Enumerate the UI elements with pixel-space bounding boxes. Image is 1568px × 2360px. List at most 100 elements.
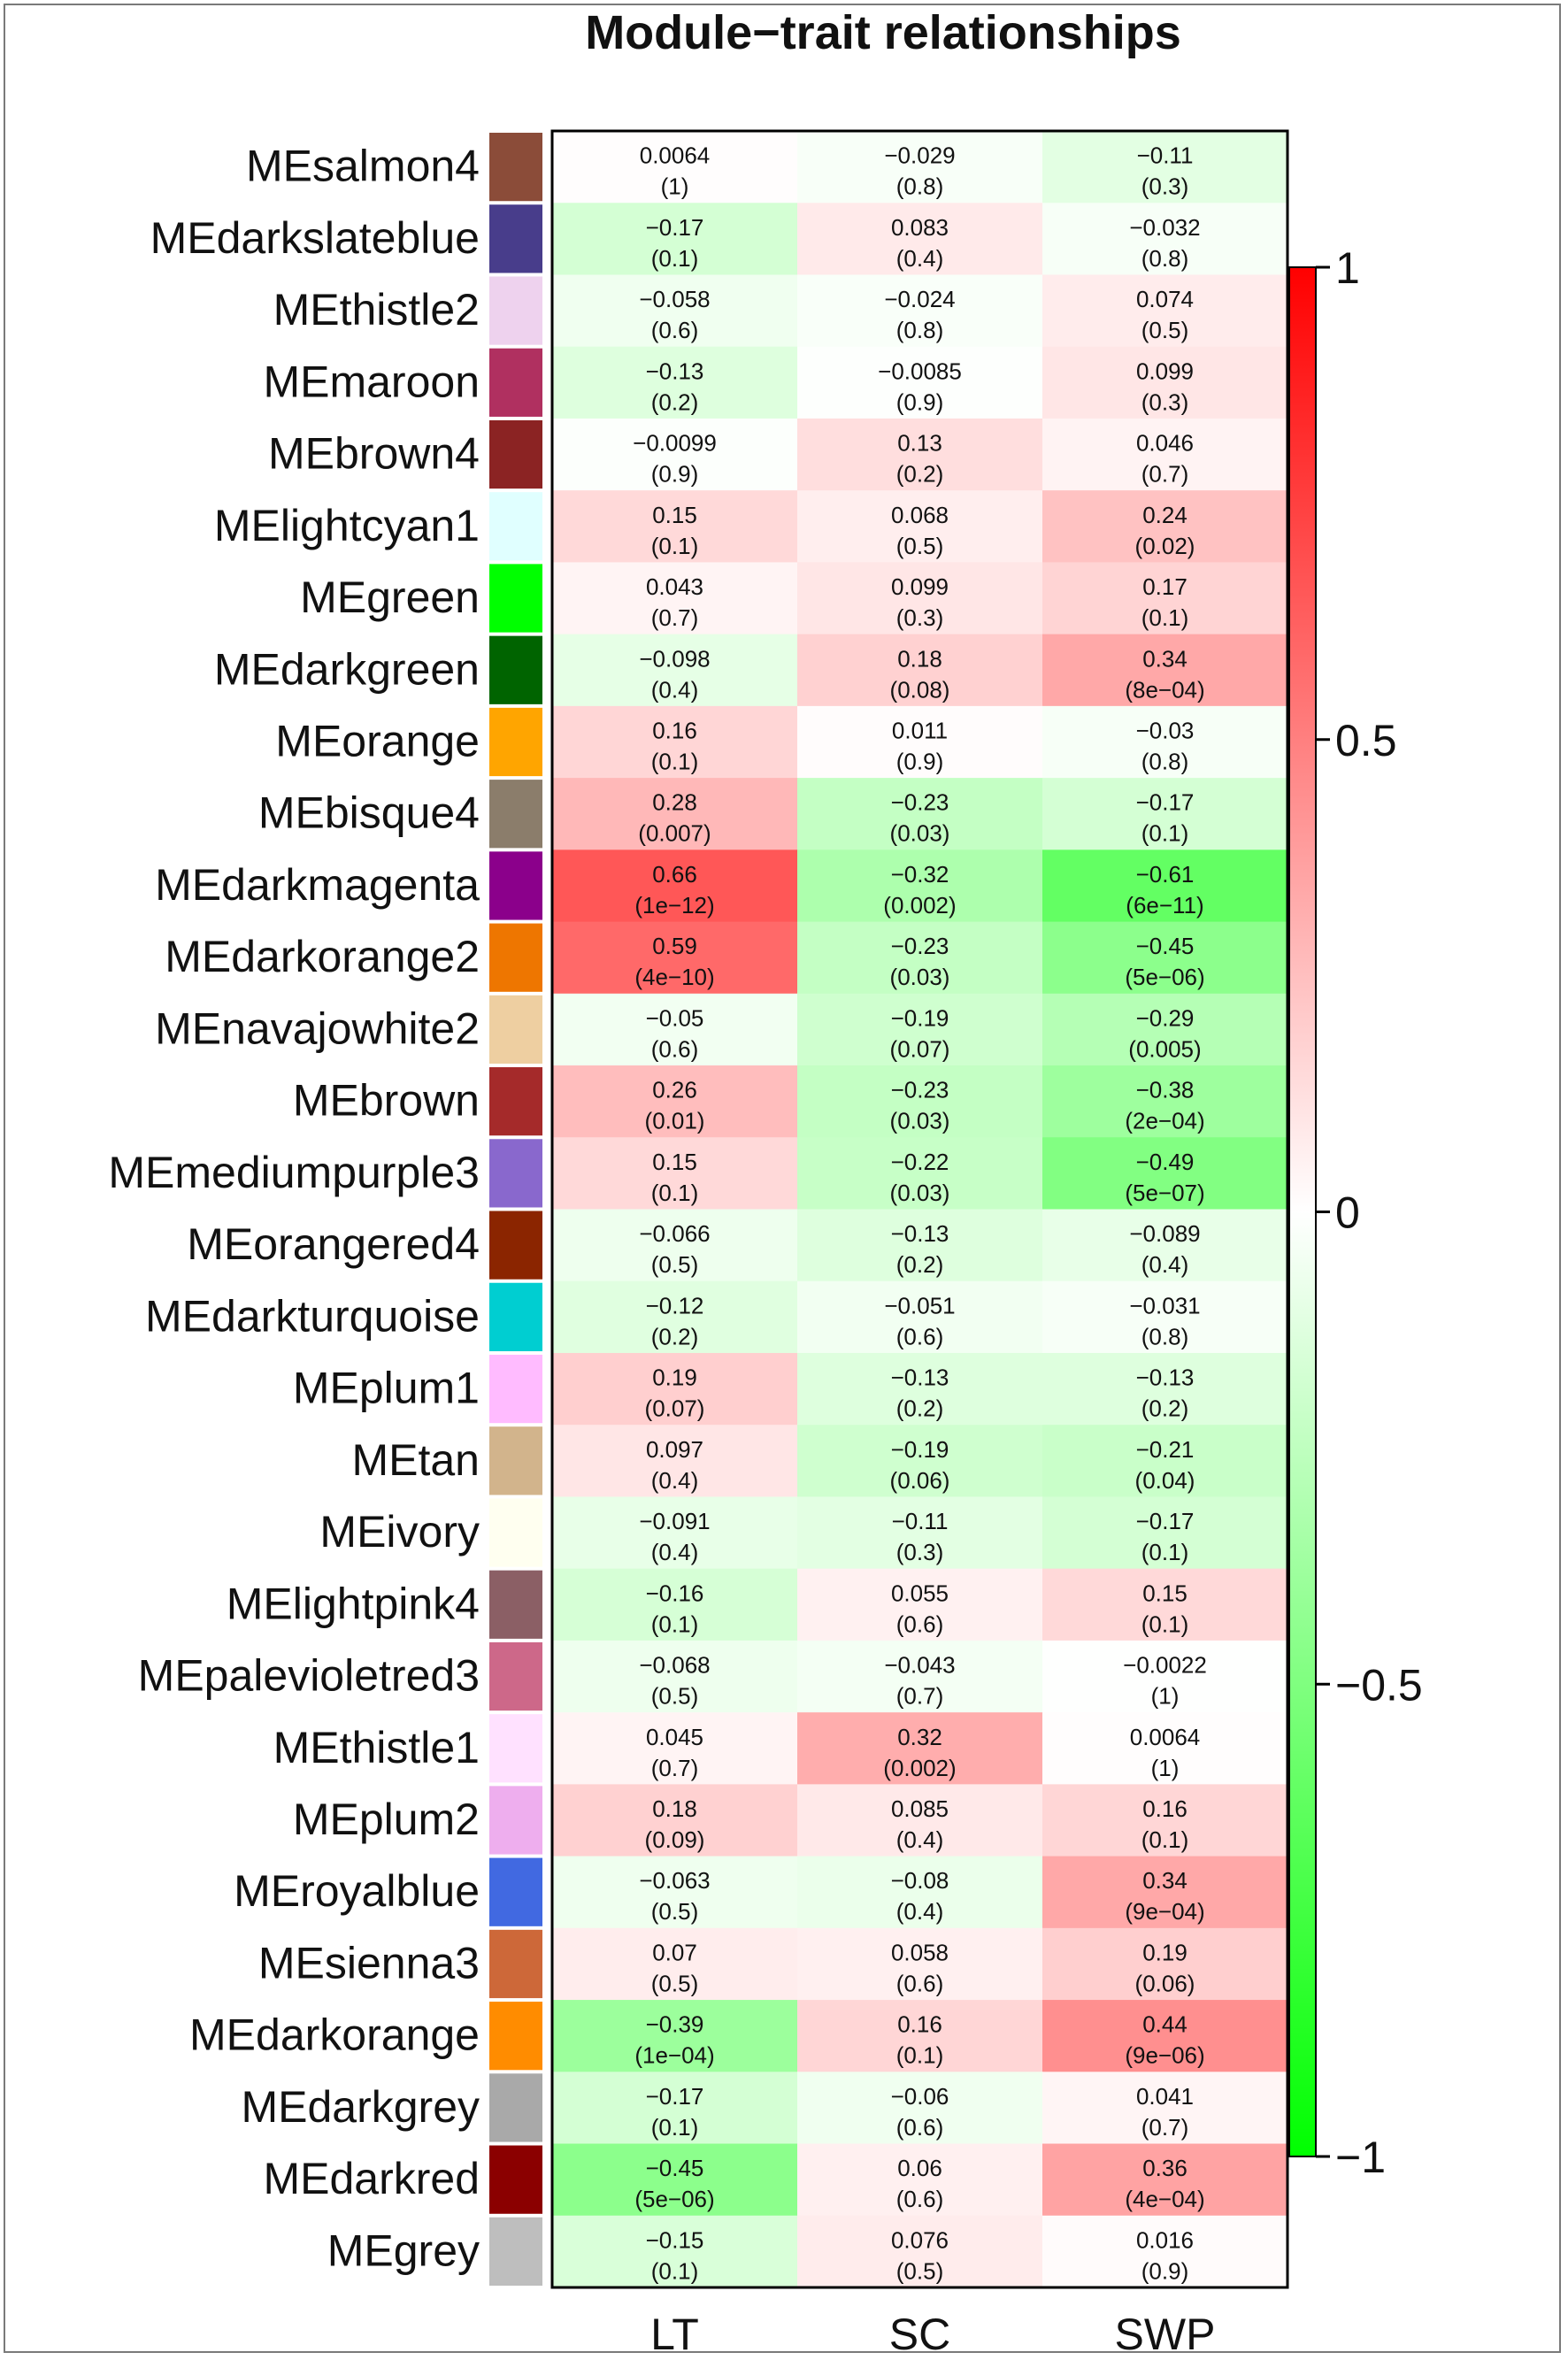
module-swatch <box>489 1714 542 1783</box>
cell-pvalue: (0.1) <box>651 245 698 272</box>
cell-pvalue: (0.5) <box>651 1898 698 1925</box>
row-label: MEivory <box>319 1507 480 1557</box>
cell-correlation: 0.068 <box>891 502 949 528</box>
cell-correlation: 0.046 <box>1136 430 1194 457</box>
cell-correlation: −0.32 <box>891 861 949 888</box>
module-swatch <box>489 1067 542 1136</box>
module-swatch <box>489 204 542 273</box>
cell-pvalue: (0.7) <box>896 1683 943 1710</box>
heat-cell <box>552 993 798 1066</box>
row-label: MEsalmon4 <box>246 142 480 191</box>
row-label: MEdarkred <box>263 2154 480 2203</box>
cell-pvalue: (0.4) <box>1141 1251 1188 1278</box>
cell-correlation: 0.13 <box>897 430 942 457</box>
heat-cell <box>552 418 798 491</box>
heat-cell <box>552 1712 798 1785</box>
cell-pvalue: (0.8) <box>896 317 943 343</box>
heat-cell <box>1042 1280 1288 1354</box>
heat-cell <box>552 203 798 275</box>
module-swatch <box>489 564 542 633</box>
cell-correlation: 0.06 <box>897 2155 942 2181</box>
heat-cell <box>797 993 1043 1066</box>
cell-pvalue: (0.01) <box>645 1108 705 1134</box>
cell-pvalue: (0.4) <box>651 1467 698 1494</box>
row-label: MEgrey <box>327 2225 480 2275</box>
cell-correlation: −0.39 <box>646 2011 704 2038</box>
cell-pvalue: (4e−04) <box>1125 2186 1204 2212</box>
module-swatch <box>489 1354 542 1424</box>
cell-pvalue: (0.005) <box>1128 1035 1201 1062</box>
heat-cell <box>797 274 1043 348</box>
cell-pvalue: (1e−04) <box>634 2042 714 2069</box>
heat-cell <box>552 1352 798 1426</box>
cell-correlation: −0.23 <box>891 933 949 959</box>
heat-cell <box>797 418 1043 491</box>
cell-pvalue: (2e−04) <box>1125 1108 1204 1134</box>
cell-correlation: −0.49 <box>1136 1149 1195 1175</box>
cell-correlation: −0.17 <box>646 214 704 241</box>
cell-correlation: −0.13 <box>891 1220 949 1247</box>
module-swatch <box>489 1857 542 1926</box>
cell-pvalue: (4e−10) <box>634 964 714 990</box>
cell-pvalue: (0.7) <box>651 1755 698 1781</box>
heat-cell <box>552 634 798 707</box>
cell-pvalue: (0.04) <box>1135 1467 1195 1494</box>
cell-correlation: −0.066 <box>639 1220 710 1247</box>
cell-correlation: 0.0064 <box>640 142 711 169</box>
cell-pvalue: (1) <box>1151 1755 1180 1781</box>
cell-pvalue: (9e−04) <box>1125 1898 1204 1925</box>
cell-pvalue: (0.06) <box>890 1467 950 1494</box>
row-label: MEdarkorange2 <box>165 932 480 981</box>
heat-cell <box>1042 131 1288 204</box>
cell-correlation: 0.055 <box>891 1580 949 1606</box>
heat-cell <box>552 705 798 779</box>
module-swatch <box>489 2145 542 2214</box>
cell-pvalue: (0.6) <box>896 1323 943 1349</box>
heat-cell <box>552 562 798 635</box>
heat-cell <box>797 1280 1043 1354</box>
module-swatch <box>489 1211 542 1280</box>
cell-pvalue: (0.6) <box>896 1970 943 1996</box>
heat-cell <box>797 1712 1043 1785</box>
cell-correlation: 0.099 <box>891 573 949 600</box>
color-scale-tick-label: 1 <box>1335 243 1360 293</box>
cell-correlation: 0.18 <box>897 645 942 672</box>
cell-pvalue: (0.6) <box>651 1035 698 1062</box>
row-label: MEthistle2 <box>273 285 480 334</box>
cell-correlation: −0.063 <box>639 1867 710 1894</box>
cell-pvalue: (0.9) <box>896 748 943 774</box>
cell-pvalue: (0.1) <box>1141 1826 1188 1853</box>
heat-cell <box>1042 1137 1288 1210</box>
cell-correlation: −0.13 <box>1136 1364 1195 1391</box>
heat-cell <box>1042 1496 1288 1570</box>
cell-correlation: −0.029 <box>884 142 955 169</box>
cell-correlation: 0.34 <box>1142 1867 1188 1894</box>
heat-cell <box>552 849 798 923</box>
cell-correlation: 0.44 <box>1142 2011 1188 2038</box>
row-label: MEbisque4 <box>258 788 480 838</box>
module-swatch <box>489 851 542 920</box>
cell-pvalue: (0.1) <box>1141 604 1188 631</box>
row-label: MEthistle1 <box>273 1723 480 1772</box>
cell-correlation: −0.23 <box>891 1077 949 1103</box>
row-label: MEdarkmagenta <box>155 860 480 910</box>
cell-correlation: −0.08 <box>891 1867 949 1894</box>
heat-cell <box>552 1065 798 1138</box>
cell-pvalue: (0.02) <box>1135 533 1195 559</box>
module-swatch <box>489 1929 542 1999</box>
cell-pvalue: (0.1) <box>651 533 698 559</box>
row-label: MEdarkturquoise <box>145 1291 480 1341</box>
cell-pvalue: (0.06) <box>1135 1970 1195 1996</box>
heat-cell <box>552 1496 798 1570</box>
heat-cell <box>552 1280 798 1354</box>
row-label: MEorange <box>275 716 480 765</box>
cell-correlation: −0.22 <box>891 1149 949 1175</box>
cell-correlation: −0.0099 <box>633 430 717 457</box>
module-swatch <box>489 1786 542 1855</box>
cell-correlation: −0.23 <box>891 789 949 816</box>
heat-cell <box>552 778 798 850</box>
heat-cell <box>797 1209 1043 1282</box>
cell-pvalue: (0.1) <box>651 1610 698 1637</box>
cell-pvalue: (0.1) <box>651 2114 698 2141</box>
